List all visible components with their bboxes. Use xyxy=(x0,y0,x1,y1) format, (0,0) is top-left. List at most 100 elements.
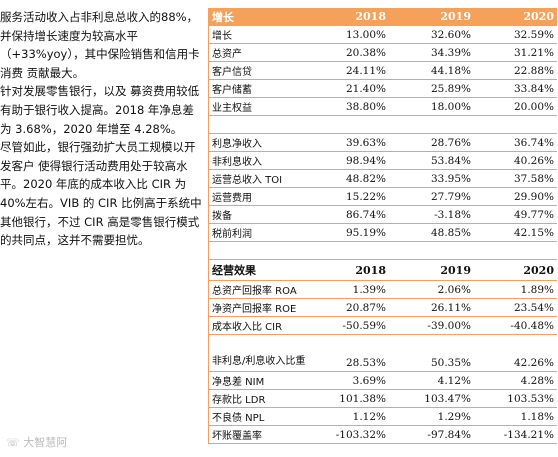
efficiency-table-header: 经营效果 2018 2019 2020 xyxy=(209,260,557,281)
table-cell: 86.74% xyxy=(314,205,389,224)
table-cell: 44.18% xyxy=(389,61,474,80)
table-cell: 24.11% xyxy=(314,61,389,80)
table-row: 拨备 86.74% -3.18% 49.77% xyxy=(209,205,557,224)
table-cell: 42.15% xyxy=(474,223,557,242)
row-label: 净息差 NIM xyxy=(209,371,314,390)
table-cell: 4.12% xyxy=(389,371,474,390)
table-row: 非利息/利息收入比重 28.53% 50.35% 42.26% xyxy=(209,334,557,372)
header-cell: 2020 xyxy=(474,8,557,26)
table-row: 业主权益 38.80% 18.00% 20.00% xyxy=(209,97,557,116)
row-label: 坏账覆盖率 xyxy=(209,425,314,444)
table-row: 税前利润 95.19% 48.85% 42.15% xyxy=(209,223,557,242)
growth-table-header: 增长 2018 2019 2020 xyxy=(209,8,557,26)
header-cell: 增长 xyxy=(209,8,314,26)
table-cell: 22.88% xyxy=(474,61,557,80)
table-cell: 27.79% xyxy=(389,187,474,206)
table-row: 存款比 LDR 101.38% 103.47% 103.53% xyxy=(209,389,557,408)
table-cell: -39.00% xyxy=(389,316,474,335)
header-cell: 2018 xyxy=(314,260,389,281)
table-cell: 1.89% xyxy=(474,280,557,299)
metrics-tables: 增长 2018 2019 2020 增长 13.00% 32.60% 32.59… xyxy=(208,8,557,444)
row-label: 利息净收入 xyxy=(209,133,314,152)
table-cell: -50.59% xyxy=(314,316,389,335)
table-cell: 28.76% xyxy=(389,133,474,152)
table-cell: 33.84% xyxy=(474,79,557,98)
watermark-logo-icon: ☏ xyxy=(6,436,20,449)
table-cell: 103.47% xyxy=(389,389,474,408)
table-cell: 29.90% xyxy=(474,187,557,206)
table-cell: 25.89% xyxy=(389,79,474,98)
row-label: 总资产 xyxy=(209,43,314,62)
table-row: 总资产 20.38% 34.39% 31.21% xyxy=(209,43,557,62)
table-cell: 32.59% xyxy=(474,25,557,44)
table-row: 运营总收入 TOI 48.82% 33.95% 37.58% xyxy=(209,169,557,188)
table-row: 利息净收入 39.63% 28.76% 36.74% xyxy=(209,133,557,152)
table-row: 净息差 NIM 3.69% 4.12% 4.28% xyxy=(209,371,557,390)
row-label: 增长 xyxy=(209,25,314,44)
table-cell: 31.21% xyxy=(474,43,557,62)
table-cell: -134.21% xyxy=(474,425,557,444)
header-cell: 2020 xyxy=(474,260,557,281)
efficiency-table: 经营效果 2018 2019 2020 总资产回报率 ROA 1.39% 2.0… xyxy=(209,260,557,444)
table-cell: 33.95% xyxy=(389,169,474,188)
table-cell: 2.06% xyxy=(389,280,474,299)
header-cell: 经营效果 xyxy=(209,260,314,281)
row-label: 拨备 xyxy=(209,205,314,224)
commentary-paragraph-3: 尽管如此，银行强劲扩大员工规模以开发客户 使得银行活动费用处于较高水平。2020… xyxy=(0,140,202,248)
header-cell: 2019 xyxy=(389,260,474,281)
table-cell: 53.84% xyxy=(389,151,474,170)
table-cell: 28.53% xyxy=(314,334,389,372)
commentary-text: 服务活动收入占非利息总收入的88%，并保持增长速度为较高水平（+33%yoy），… xyxy=(0,8,205,250)
row-label: 运营费用 xyxy=(209,187,314,206)
table-cell: 42.26% xyxy=(474,334,557,372)
table-cell: -97.84% xyxy=(389,425,474,444)
table-row: 净资产回报率 ROE 20.87% 26.11% 23.54% xyxy=(209,298,557,317)
header-cell: 2018 xyxy=(314,8,389,26)
row-label: 客户储蓄 xyxy=(209,79,314,98)
row-label: 不良债 NPL xyxy=(209,407,314,426)
table-cell: 49.77% xyxy=(474,205,557,224)
table-cell: 32.60% xyxy=(389,25,474,44)
table-cell: 23.54% xyxy=(474,298,557,317)
table-row: 增长 13.00% 32.60% 32.59% xyxy=(209,25,557,44)
table-cell: 15.22% xyxy=(314,187,389,206)
table-cell: -40.48% xyxy=(474,316,557,335)
table-cell: 13.00% xyxy=(314,25,389,44)
table-cell: 101.38% xyxy=(314,389,389,408)
table-row: 成本收入比 CIR -50.59% -39.00% -40.48% xyxy=(209,316,557,335)
table-cell: 50.35% xyxy=(389,334,474,372)
commentary-paragraph-1: 服务活动收入占非利息总收入的88%，并保持增长速度为较高水平（+33%yoy），… xyxy=(0,10,200,80)
row-label: 净资产回报率 ROE xyxy=(209,298,314,317)
table-cell: 1.18% xyxy=(474,407,557,426)
table-cell: 34.39% xyxy=(389,43,474,62)
growth-table: 增长 2018 2019 2020 增长 13.00% 32.60% 32.59… xyxy=(209,8,557,260)
row-label: 非利息收入 xyxy=(209,151,314,170)
table-cell: 18.00% xyxy=(389,97,474,116)
table-row: 总资产回报率 ROA 1.39% 2.06% 1.89% xyxy=(209,280,557,299)
watermark: ☏ 大智慧阿 xyxy=(6,434,67,450)
table-cell: 38.80% xyxy=(314,97,389,116)
row-label: 存款比 LDR xyxy=(209,389,314,408)
row-label: 客户信贷 xyxy=(209,61,314,80)
table-cell: 103.53% xyxy=(474,389,557,408)
table-cell: 39.63% xyxy=(314,133,389,152)
table-row: 客户储蓄 21.40% 25.89% 33.84% xyxy=(209,79,557,98)
table-cell: -103.32% xyxy=(314,425,389,444)
table-cell: 1.12% xyxy=(314,407,389,426)
table-cell: 20.87% xyxy=(314,298,389,317)
table-cell: 40.26% xyxy=(474,151,557,170)
table-cell: 37.58% xyxy=(474,169,557,188)
spacer-row xyxy=(209,115,557,134)
table-row: 非利息收入 98.94% 53.84% 40.26% xyxy=(209,151,557,170)
table-cell: 4.28% xyxy=(474,371,557,390)
table-row: 坏账覆盖率 -103.32% -97.84% -134.21% xyxy=(209,425,557,444)
row-label: 成本收入比 CIR xyxy=(209,316,314,335)
header-cell: 2019 xyxy=(389,8,474,26)
row-label: 运营总收入 TOI xyxy=(209,169,314,188)
table-row: 客户信贷 24.11% 44.18% 22.88% xyxy=(209,61,557,80)
row-label: 税前利润 xyxy=(209,223,314,242)
table-cell: 48.82% xyxy=(314,169,389,188)
row-label: 业主权益 xyxy=(209,97,314,116)
commentary-paragraph-2: 针对发展零售银行，以及 募资费用较低有助于银行收入提高。2018 年净息差为 3… xyxy=(0,84,200,136)
table-cell: 95.19% xyxy=(314,223,389,242)
